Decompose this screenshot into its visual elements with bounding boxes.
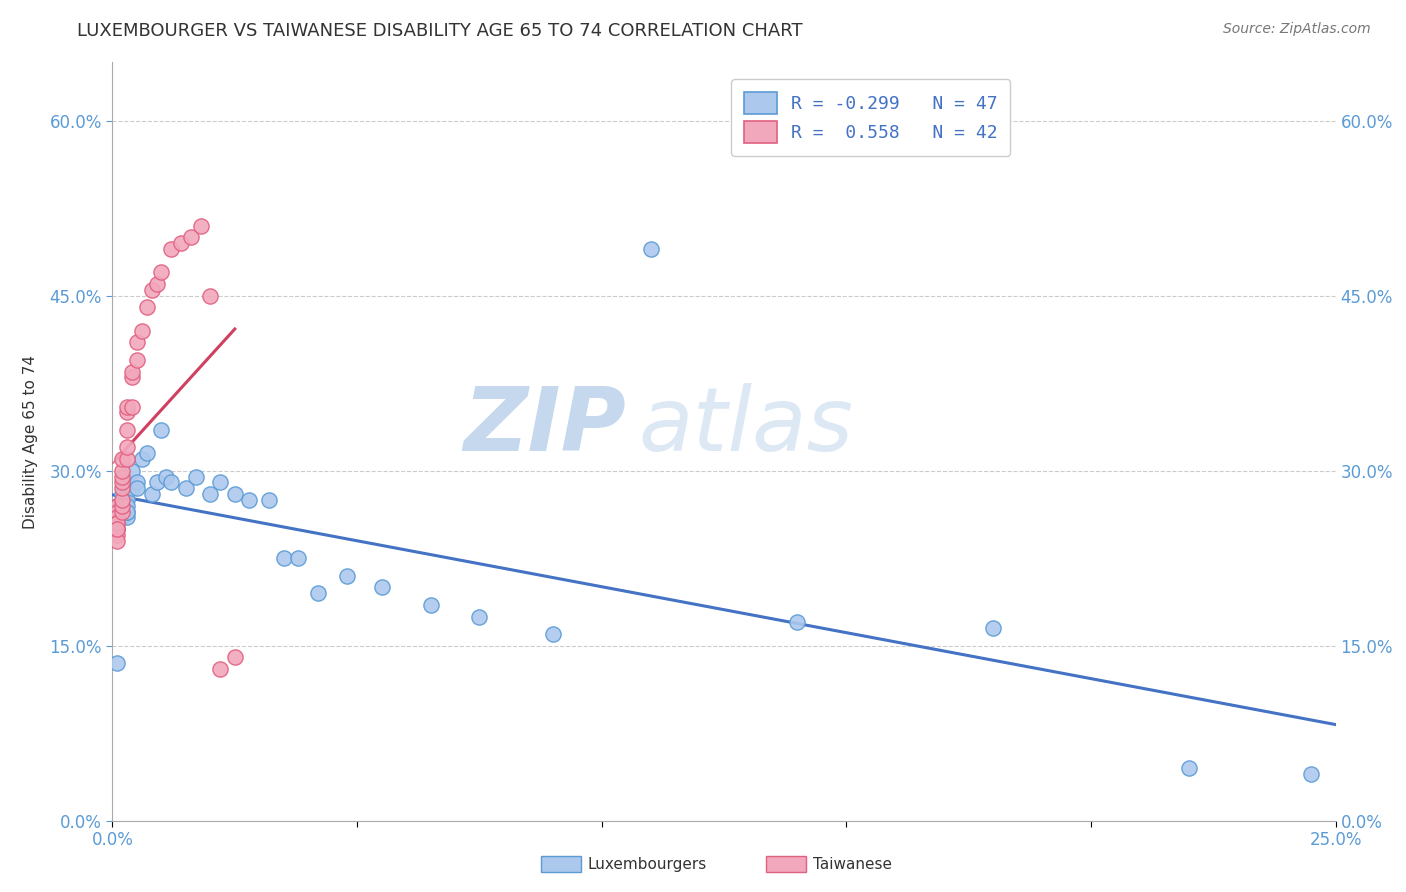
Point [111,510,134,524]
Point [105,510,128,524]
Point [640,242,662,256]
Point [155,469,177,483]
Point [307,586,329,600]
Text: Source: ZipAtlas.com: Source: ZipAtlas.com [1223,22,1371,37]
Point [135,446,157,460]
Point [125,335,148,350]
Point [111,499,134,513]
Point [115,504,138,518]
Point [111,469,134,483]
Point [105,516,128,531]
Point [1178,761,1201,775]
Point [125,475,148,490]
Point [105,499,128,513]
Point [145,277,167,291]
Point [121,370,143,384]
Text: LUXEMBOURGER VS TAIWANESE DISABILITY AGE 65 TO 74 CORRELATION CHART: LUXEMBOURGER VS TAIWANESE DISABILITY AGE… [77,22,803,40]
Point [111,499,134,513]
Point [141,283,163,297]
Point [238,492,260,507]
Y-axis label: Disability Age 65 to 74: Disability Age 65 to 74 [24,354,38,529]
Point [131,324,153,338]
Point [105,510,128,524]
Point [786,615,808,630]
Point [135,301,157,315]
Text: atlas: atlas [638,384,853,469]
Point [125,481,148,495]
Point [115,400,138,414]
Point [160,475,183,490]
Point [370,580,392,594]
Point [105,522,128,536]
Point [115,499,138,513]
Point [111,481,134,495]
Point [111,475,134,490]
Point [121,365,143,379]
Point [287,551,309,566]
Legend: R = -0.299   N = 47, R =  0.558   N = 42: R = -0.299 N = 47, R = 0.558 N = 42 [731,79,1011,155]
Point [257,492,280,507]
Point [115,405,138,419]
Point [105,528,128,542]
Point [145,475,167,490]
Point [419,598,441,612]
Point [115,423,138,437]
Point [111,504,134,518]
Point [541,627,564,641]
Point [111,452,134,467]
Point [336,568,359,582]
Point [105,516,128,531]
Text: ZIP: ZIP [464,383,626,470]
Point [115,441,138,455]
Point [115,504,138,518]
Point [111,492,134,507]
Point [180,230,202,244]
Point [105,504,128,518]
Point [170,236,193,251]
Point [150,423,173,437]
Point [111,487,134,501]
Point [105,522,128,536]
Point [200,487,222,501]
Point [115,452,138,467]
Point [273,551,295,566]
Point [105,510,128,524]
Point [105,656,128,670]
Point [150,265,173,279]
Point [111,510,134,524]
Text: Taiwanese: Taiwanese [813,857,891,871]
Point [224,487,246,501]
Point [105,516,128,531]
Point [115,510,138,524]
Point [121,464,143,478]
Point [111,464,134,478]
Point [190,219,212,233]
Point [1301,767,1323,781]
Point [160,242,183,256]
Point [111,492,134,507]
Point [224,650,246,665]
Point [111,504,134,518]
Text: Luxembourgers: Luxembourgers [588,857,707,871]
Point [105,499,128,513]
Point [200,289,222,303]
Point [141,487,163,501]
Point [105,504,128,518]
Point [115,492,138,507]
Point [131,452,153,467]
Point [209,475,232,490]
Point [209,662,232,676]
Point [125,352,148,367]
Point [174,481,197,495]
Point [981,621,1004,635]
Point [121,481,143,495]
Point [105,522,128,536]
Point [184,469,207,483]
Point [121,400,143,414]
Point [105,504,128,518]
Point [468,609,491,624]
Point [105,533,128,548]
